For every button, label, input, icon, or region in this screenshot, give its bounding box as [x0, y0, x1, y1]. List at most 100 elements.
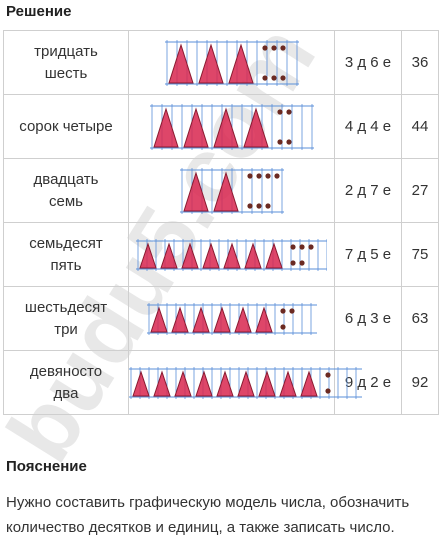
graphic-model — [128, 94, 335, 159]
word-line-1: тридцать — [34, 42, 98, 60]
number-model — [179, 167, 284, 214]
one-dot — [279, 44, 286, 51]
number-words: шестьдесят три — [3, 286, 129, 351]
grid-lines — [136, 238, 327, 271]
one-dot — [279, 307, 286, 314]
one-dot — [325, 387, 331, 394]
ten-triangle — [279, 369, 297, 396]
ten-triangle — [212, 170, 239, 211]
number-model — [164, 39, 299, 86]
number-value: 44 — [401, 94, 439, 159]
ten-triangle — [167, 42, 194, 83]
table-row: шестьдесят три 6 д 3 е 63 — [3, 286, 439, 351]
table-row: семьдесят пять 7 д 5 е 75 — [3, 222, 439, 287]
ten-triangle — [202, 241, 220, 268]
ten-triangle — [152, 106, 179, 147]
number-value: 92 — [401, 350, 439, 415]
one-dot — [325, 371, 331, 378]
one-dot — [299, 243, 305, 250]
number-model — [136, 238, 327, 271]
one-dot — [290, 259, 296, 266]
graphic-model — [128, 286, 335, 351]
ten-triangle — [300, 369, 318, 396]
word-line-1: девяносто — [29, 362, 103, 380]
number-model — [146, 302, 317, 335]
one-dot — [264, 202, 271, 209]
word-line-2: семь — [49, 192, 83, 210]
number-words: тридцать шесть — [3, 30, 129, 95]
one-dot — [285, 108, 292, 115]
tens-ones-code: 6 д 3 е — [334, 286, 402, 351]
ten-triangle — [223, 241, 241, 268]
ten-triangle — [149, 305, 168, 332]
explanation-text: Нужно составить графическую модель числа… — [6, 494, 410, 536]
ten-triangle — [197, 42, 224, 83]
word-line-2: два — [53, 384, 79, 402]
graphic-model — [128, 158, 335, 223]
ten-triangle — [242, 106, 269, 147]
word-line-1: двадцать — [33, 170, 99, 188]
ten-triangle — [233, 305, 252, 332]
one-dot — [276, 108, 283, 115]
ten-triangle — [244, 241, 262, 268]
ten-triangle — [160, 241, 178, 268]
one-dot — [261, 44, 268, 51]
table-row: тридцать шесть 3 д 6 е 36 — [3, 30, 439, 95]
number-model — [129, 366, 362, 399]
word-line-1: семьдесят — [29, 234, 103, 252]
number-value: 36 — [401, 30, 439, 95]
one-dot — [290, 243, 296, 250]
ten-triangle — [170, 305, 189, 332]
ten-triangle — [153, 369, 171, 396]
one-dot — [270, 44, 277, 51]
one-dot — [270, 74, 277, 81]
solution-table: тридцать шесть 3 д 6 е 36 сорок четыре 4 д 4 … — [3, 30, 439, 415]
word-line-2: шесть — [44, 64, 88, 82]
table-row: двадцать семь 2 д 7 е 27 — [3, 158, 439, 223]
word-line-1: шестьдесят — [24, 298, 108, 316]
ten-triangle — [216, 369, 234, 396]
word-line-2: пять — [50, 256, 82, 274]
table-row: девяносто два 9 д 2 е 92 — [3, 350, 439, 415]
ten-triangle — [132, 369, 150, 396]
one-dot — [299, 259, 305, 266]
one-dot — [255, 172, 262, 179]
number-value: 75 — [401, 222, 439, 287]
ten-triangle — [182, 170, 209, 211]
tens-ones-code: 7 д 5 е — [334, 222, 402, 287]
tens-ones-code: 3 д 6 е — [334, 30, 402, 95]
number-words: девяносто два — [3, 350, 129, 415]
one-dot — [285, 138, 292, 145]
solution-heading: Решение — [6, 3, 72, 20]
ten-triangle — [139, 241, 157, 268]
one-dot — [264, 172, 271, 179]
ten-triangle — [182, 106, 209, 147]
word-line-1: сорок четыре — [19, 117, 113, 135]
ten-triangle — [227, 42, 254, 83]
one-dot — [246, 172, 253, 179]
number-value: 27 — [401, 158, 439, 223]
ten-triangle — [174, 369, 192, 396]
grid-lines — [129, 366, 362, 399]
one-dot — [288, 307, 295, 314]
one-dot — [246, 202, 253, 209]
ten-triangle — [254, 305, 273, 332]
ten-triangle — [265, 241, 283, 268]
number-model — [149, 103, 314, 150]
one-dot — [255, 202, 262, 209]
ten-triangle — [212, 106, 239, 147]
table-row: сорок четыре 4 д 4 е 44 — [3, 94, 439, 159]
ten-triangle — [181, 241, 199, 268]
one-dot — [279, 323, 286, 330]
one-dot — [261, 74, 268, 81]
tens-ones-code: 4 д 4 е — [334, 94, 402, 159]
number-words: семьдесят пять — [3, 222, 129, 287]
ten-triangle — [191, 305, 210, 332]
ten-triangle — [195, 369, 213, 396]
number-words: двадцать семь — [3, 158, 129, 223]
number-words: сорок четыре — [3, 94, 129, 159]
tens-ones-code: 2 д 7 е — [334, 158, 402, 223]
word-line-2: три — [54, 320, 78, 338]
graphic-model — [128, 222, 335, 287]
ten-triangle — [258, 369, 276, 396]
